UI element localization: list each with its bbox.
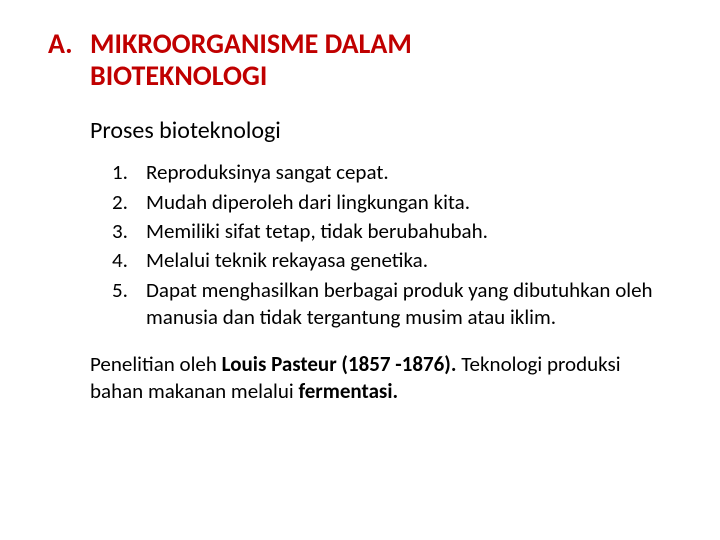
list-text: Mudah diperoleh dari lingkungan kita. <box>146 189 470 216</box>
list-number: 1. <box>112 159 146 186</box>
numbered-list: 1. Reproduksinya sangat cepat. 2. Mudah … <box>112 159 672 331</box>
heading-title-line2: BIOTEKNOLOGI <box>90 58 267 93</box>
list-text: Memiliki sifat tetap, tidak berubahubah. <box>146 218 488 245</box>
list-item: 5. Dapat menghasilkan berbagai produk ya… <box>112 277 672 332</box>
footer-pre: Penelitian oleh <box>90 351 222 377</box>
list-item: 1. Reproduksinya sangat cepat. <box>112 159 672 186</box>
list-number: 2. <box>112 189 146 216</box>
list-number: 4. <box>112 247 146 274</box>
list-number: 5. <box>112 277 146 304</box>
heading-row: A. MIKROORGANISME DALAM BIOTEKNOLOGI <box>48 28 672 92</box>
footer-bold1: Louis Pasteur (1857 -1876). <box>222 351 462 377</box>
subheading: Proses bioteknologi <box>90 116 672 145</box>
list-item: 2. Mudah diperoleh dari lingkungan kita. <box>112 189 672 216</box>
list-item: 3. Memiliki sifat tetap, tidak berubahub… <box>112 218 672 245</box>
list-text: Reproduksinya sangat cepat. <box>146 159 389 186</box>
list-text: Melalui teknik rekayasa genetika. <box>146 247 428 274</box>
list-number: 3. <box>112 218 146 245</box>
list-text: Dapat menghasilkan berbagai produk yang … <box>146 277 672 332</box>
heading-letter: A. <box>48 28 76 60</box>
heading-title-line1: MIKROORGANISME DALAM <box>90 26 412 61</box>
heading-title: MIKROORGANISME DALAM BIOTEKNOLOGI <box>90 28 412 92</box>
footer-bold2: fermentasi. <box>298 378 398 404</box>
list-item: 4. Melalui teknik rekayasa genetika. <box>112 247 672 274</box>
footer-paragraph: Penelitian oleh Louis Pasteur (1857 -187… <box>90 351 672 406</box>
